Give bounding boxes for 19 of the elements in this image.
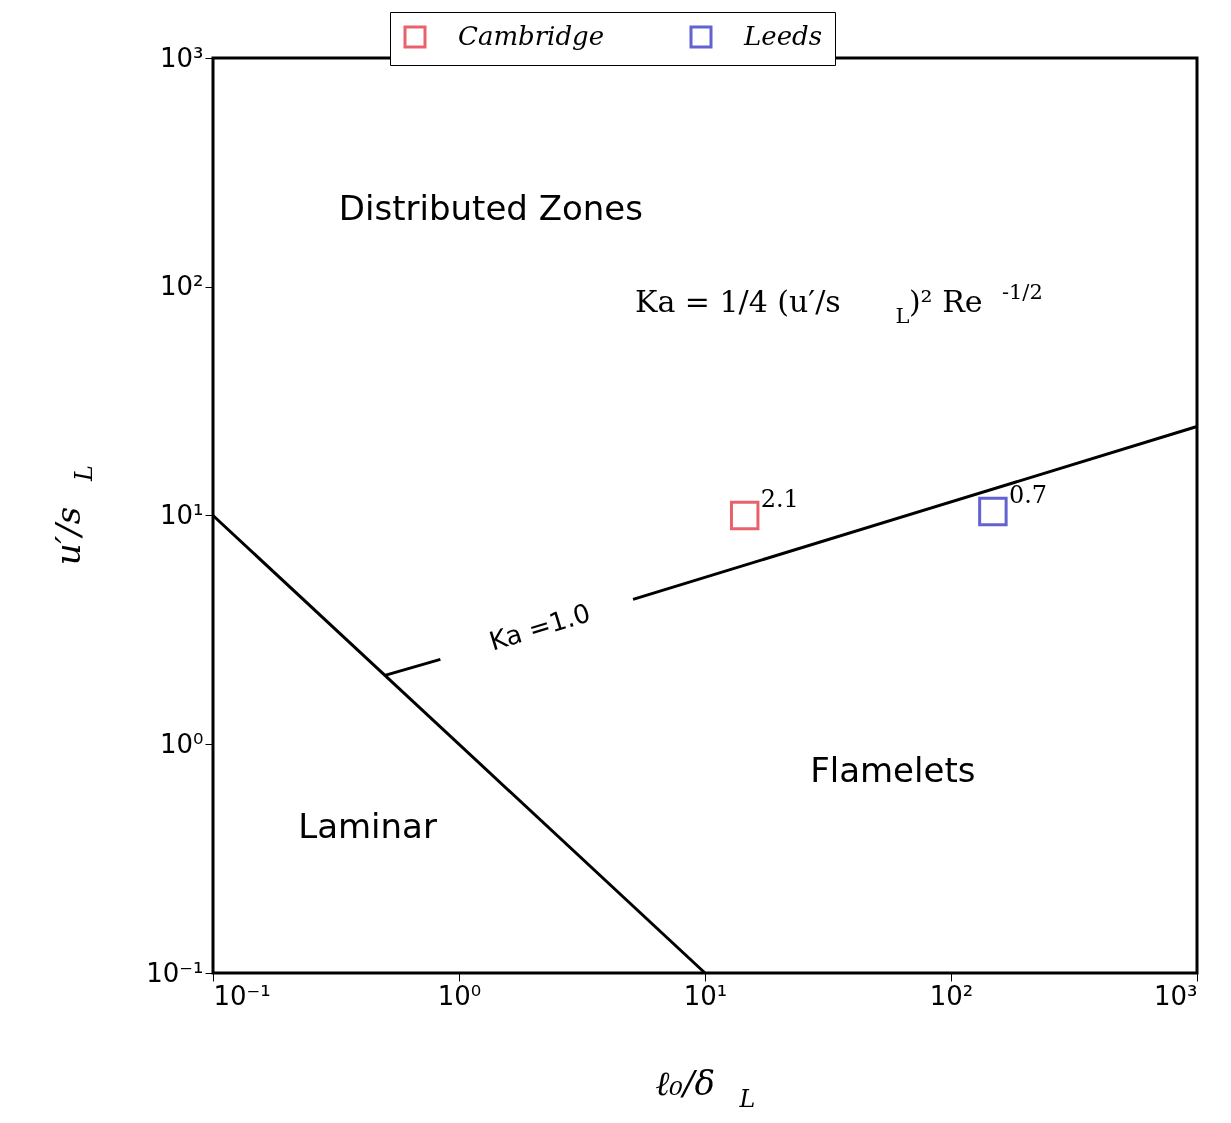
annotation: Ka =1.0 [485, 597, 594, 657]
y-tick-label: 10⁰ [159, 728, 204, 759]
legend-label: Leeds [743, 21, 823, 51]
x-tick-label: 10⁻¹ [213, 980, 271, 1011]
x-tick-label: 10¹ [683, 980, 728, 1011]
annotation: Laminar [298, 806, 437, 846]
y-tick-label: 10¹ [159, 500, 204, 530]
annotation: 2.1 [760, 484, 799, 513]
x-tick-label: 10² [929, 980, 974, 1011]
x-tick-label: 10⁰ [437, 980, 482, 1011]
x-tick-label: 10³ [1153, 980, 1198, 1011]
y-tick-label: 10² [159, 271, 204, 302]
annotation: Distributed Zones [338, 188, 643, 228]
y-tick-label: 10⁻¹ [146, 957, 204, 988]
annotation: 0.7 [1008, 480, 1048, 509]
y-tick-label: 10³ [159, 42, 204, 73]
legend-label: Cambridge [458, 21, 605, 51]
y-axis-title: u′/sL [48, 465, 98, 566]
annotation: Flamelets [810, 750, 976, 790]
